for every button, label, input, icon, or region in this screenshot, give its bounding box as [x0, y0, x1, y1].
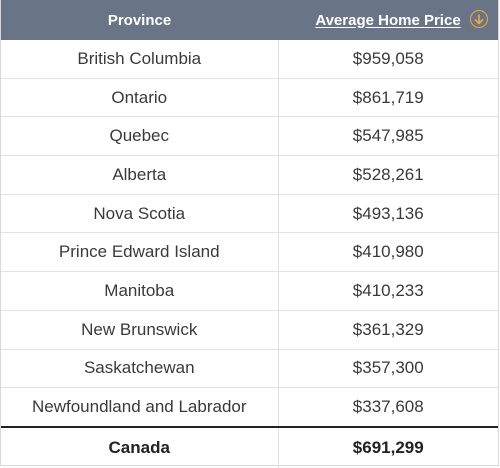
province-cell: Quebec: [1, 116, 278, 156]
table-row: British Columbia $959,058: [1, 40, 498, 79]
province-cell: New Brunswick: [1, 309, 278, 349]
price-cell: $861,719: [277, 77, 498, 117]
price-cell: $410,980: [277, 232, 498, 272]
total-label: Canada: [1, 425, 278, 468]
province-cell: Prince Edward Island: [1, 232, 278, 272]
province-cell: Manitoba: [1, 271, 278, 311]
price-cell: $357,300: [277, 348, 498, 388]
table-row: Ontario $861,719: [1, 77, 498, 117]
table-row: Nova Scotia $493,136: [1, 193, 498, 233]
table-row: Manitoba $410,233: [1, 271, 498, 311]
price-cell: $410,233: [277, 271, 498, 311]
price-cell: $959,058: [277, 40, 498, 79]
table-body: British Columbia $959,058 Ontario $861,719 Q…: [1, 40, 498, 427]
price-cell: $361,329: [277, 309, 498, 349]
arrow-down-circle-icon[interactable]: [470, 10, 488, 28]
price-cell: $528,261: [277, 155, 498, 195]
price-cell: $547,985: [277, 116, 498, 156]
table-row: Newfoundland and Labrador $337,608: [1, 387, 498, 427]
table-row: Prince Edward Island $410,980: [1, 232, 498, 272]
total-row: Canada $691,299: [1, 425, 498, 468]
table-header: Province Average Home Price: [1, 0, 498, 40]
header-row: Province Average Home Price: [1, 0, 498, 40]
total-price: $691,299: [277, 425, 498, 468]
province-cell: Saskatchewan: [1, 348, 278, 388]
province-cell: Alberta: [1, 155, 278, 195]
table-row: Quebec $547,985: [1, 116, 498, 156]
table-row: Saskatchewan $357,300: [1, 348, 498, 388]
table-row: Alberta $528,261: [1, 155, 498, 195]
table-row: New Brunswick $361,329: [1, 309, 498, 349]
column-header-province: Province: [1, 0, 278, 40]
price-cell: $493,136: [277, 193, 498, 233]
province-cell: British Columbia: [77, 48, 202, 68]
province-cell: Newfoundland and Labrador: [1, 387, 278, 427]
province-cell: Nova Scotia: [1, 193, 278, 233]
sort-by-price-link[interactable]: Average Home Price: [315, 11, 461, 29]
province-cell: Ontario: [1, 77, 278, 117]
table-footer: Canada $691,299: [1, 425, 498, 468]
column-header-price[interactable]: Average Home Price: [278, 0, 498, 40]
price-cell: $337,608: [277, 387, 498, 427]
